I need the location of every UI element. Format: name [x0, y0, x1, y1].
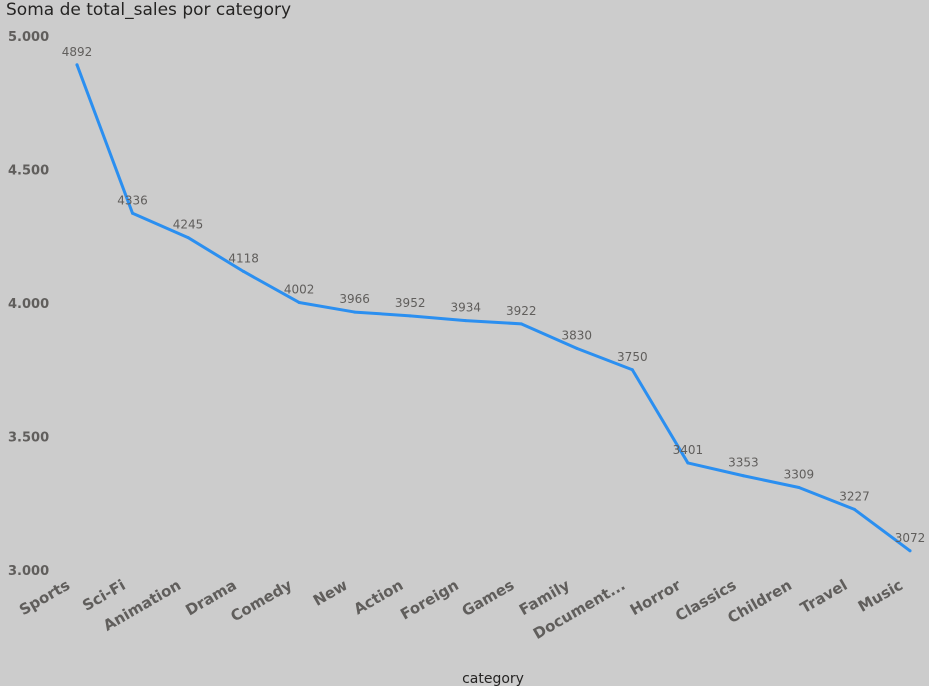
data-label: 3353	[728, 456, 759, 470]
x-tick-label: Music	[855, 576, 906, 616]
data-point	[852, 507, 856, 511]
data-label: 4892	[62, 45, 93, 59]
y-tick-label: 3.500	[8, 431, 49, 446]
y-axis: 3.000 3.500 4.000 4.500 5.000	[8, 30, 49, 579]
data-label: 3952	[395, 296, 426, 310]
data-label: 4336	[117, 193, 148, 207]
data-label: 3922	[506, 304, 537, 318]
x-tick-label: Children	[724, 576, 794, 627]
data-label: 3401	[673, 443, 704, 457]
y-tick-label: 4.500	[8, 164, 49, 179]
data-point	[797, 485, 801, 489]
chart-title: Soma de total_sales por category	[6, 0, 292, 20]
data-point	[741, 474, 745, 478]
x-tick-label: Action	[351, 576, 407, 618]
x-tick-label: Games	[459, 576, 518, 620]
series-layer	[75, 63, 912, 553]
data-point	[297, 300, 301, 304]
y-tick-label: 3.000	[8, 564, 49, 579]
x-tick-label: Foreign	[397, 576, 461, 624]
data-point	[686, 461, 690, 465]
data-label: 4002	[284, 282, 315, 296]
data-label: 4118	[228, 251, 259, 265]
data-point	[630, 368, 634, 372]
data-point	[131, 211, 135, 215]
x-tick-label: Sports	[16, 576, 73, 619]
x-tick-label: Comedy	[228, 576, 296, 626]
data-labels: 4892 4336 4245 4118 4002 3966 3952 3934 3922 3830…	[62, 45, 926, 545]
data-point	[186, 236, 190, 240]
data-label: 3966	[339, 292, 370, 306]
data-point	[464, 319, 468, 323]
data-label: 4245	[173, 218, 204, 232]
data-label: 3072	[895, 531, 926, 545]
data-point	[575, 346, 579, 350]
data-point	[519, 322, 523, 326]
series-line	[75, 63, 912, 553]
data-point	[353, 310, 357, 314]
data-point	[242, 269, 246, 273]
data-label: 3934	[450, 301, 481, 315]
data-label: 3830	[562, 328, 593, 342]
x-tick-label: New	[310, 576, 351, 610]
data-label: 3750	[617, 350, 648, 364]
y-tick-label: 4.000	[8, 297, 49, 312]
data-label: 3227	[839, 489, 870, 503]
data-point	[408, 314, 412, 318]
data-point	[75, 63, 79, 67]
x-tick-label: Travel	[797, 576, 850, 617]
x-axis-title: category	[462, 671, 524, 686]
data-label: 3309	[784, 467, 815, 481]
y-tick-label: 5.000	[8, 30, 49, 45]
data-point	[908, 549, 912, 553]
